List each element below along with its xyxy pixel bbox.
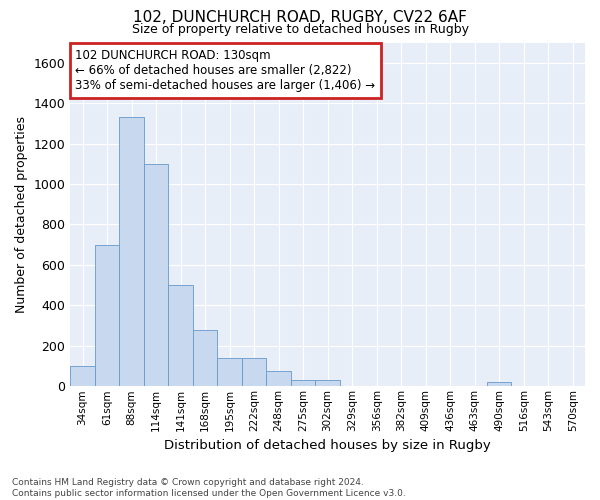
Text: 102, DUNCHURCH ROAD, RUGBY, CV22 6AF: 102, DUNCHURCH ROAD, RUGBY, CV22 6AF [133, 10, 467, 25]
Bar [316, 380, 340, 386]
Text: Size of property relative to detached houses in Rugby: Size of property relative to detached ho… [131, 22, 469, 36]
Text: 102 DUNCHURCH ROAD: 130sqm
← 66% of detached houses are smaller (2,822)
33% of s: 102 DUNCHURCH ROAD: 130sqm ← 66% of deta… [76, 50, 376, 92]
Bar [193, 330, 217, 386]
Bar [144, 164, 169, 386]
Text: Contains HM Land Registry data © Crown copyright and database right 2024.
Contai: Contains HM Land Registry data © Crown c… [12, 478, 406, 498]
Bar [242, 358, 266, 386]
Bar [70, 366, 95, 386]
Bar [95, 244, 119, 386]
Y-axis label: Number of detached properties: Number of detached properties [15, 116, 28, 313]
Bar [217, 358, 242, 386]
Bar [169, 285, 193, 386]
Bar [291, 380, 316, 386]
Bar [119, 118, 144, 386]
X-axis label: Distribution of detached houses by size in Rugby: Distribution of detached houses by size … [164, 440, 491, 452]
Bar [487, 382, 511, 386]
Bar [266, 371, 291, 386]
